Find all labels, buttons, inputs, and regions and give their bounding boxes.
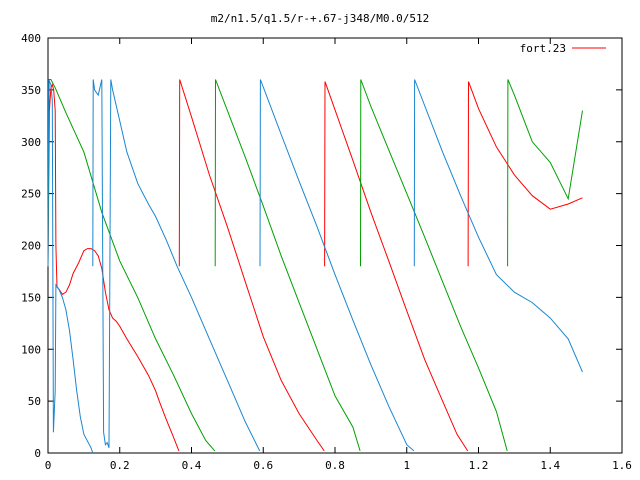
plot-frame xyxy=(47,37,623,454)
y-tick-label: 100 xyxy=(21,343,41,356)
x-tick-label: 1.2 xyxy=(469,459,489,472)
series-3-segment-2 xyxy=(92,79,261,452)
y-tick-label: 300 xyxy=(21,136,41,149)
series-3-segment-1 xyxy=(47,79,94,454)
chart-title: m2/n1.5/q1.5/r-+.67-j348/M0.0/512 xyxy=(211,12,430,25)
series-1-segment-4 xyxy=(467,81,583,267)
legend-label: fort.23 xyxy=(520,42,566,55)
series-2-segment-2 xyxy=(214,79,361,452)
x-tick-label: 1.4 xyxy=(540,459,560,472)
y-tick-label: 150 xyxy=(21,291,41,304)
series-1-segment-2 xyxy=(178,79,325,452)
y-tick-label: 350 xyxy=(21,84,41,97)
y-tick-label: 200 xyxy=(21,240,41,253)
x-tick-label: 0.6 xyxy=(253,459,273,472)
series-1-segment-3 xyxy=(324,81,469,452)
series-3-segment-3 xyxy=(259,79,415,452)
series-3-segment-4 xyxy=(413,79,583,373)
series-1-segment-1 xyxy=(47,83,180,452)
series-2-segment-4 xyxy=(507,79,583,267)
series-2-segment-1 xyxy=(47,79,216,452)
series-2-segment-3 xyxy=(360,79,508,452)
axis-ticks: 0 0.2 0.4 0.6 0.8 1 1.2 1.4 1.6 0 50 100 150 200 250 30… xyxy=(21,32,632,472)
x-tick-label: 1.6 xyxy=(612,459,632,472)
series-layer xyxy=(47,79,583,454)
y-tick-label: 50 xyxy=(28,395,41,408)
y-tick-label: 400 xyxy=(21,32,41,45)
x-tick-label: 0.4 xyxy=(182,459,202,472)
legend: fort.23 xyxy=(520,42,606,55)
x-tick-label: 0 xyxy=(45,459,52,472)
x-tick-label: 0.2 xyxy=(110,459,130,472)
x-tick-label: 1 xyxy=(403,459,410,472)
y-tick-label: 250 xyxy=(21,188,41,201)
y-tick-label: 0 xyxy=(34,447,41,460)
x-tick-label: 0.8 xyxy=(325,459,345,472)
